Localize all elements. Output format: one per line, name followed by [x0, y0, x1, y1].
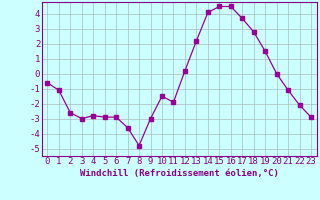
X-axis label: Windchill (Refroidissement éolien,°C): Windchill (Refroidissement éolien,°C)	[80, 169, 279, 178]
